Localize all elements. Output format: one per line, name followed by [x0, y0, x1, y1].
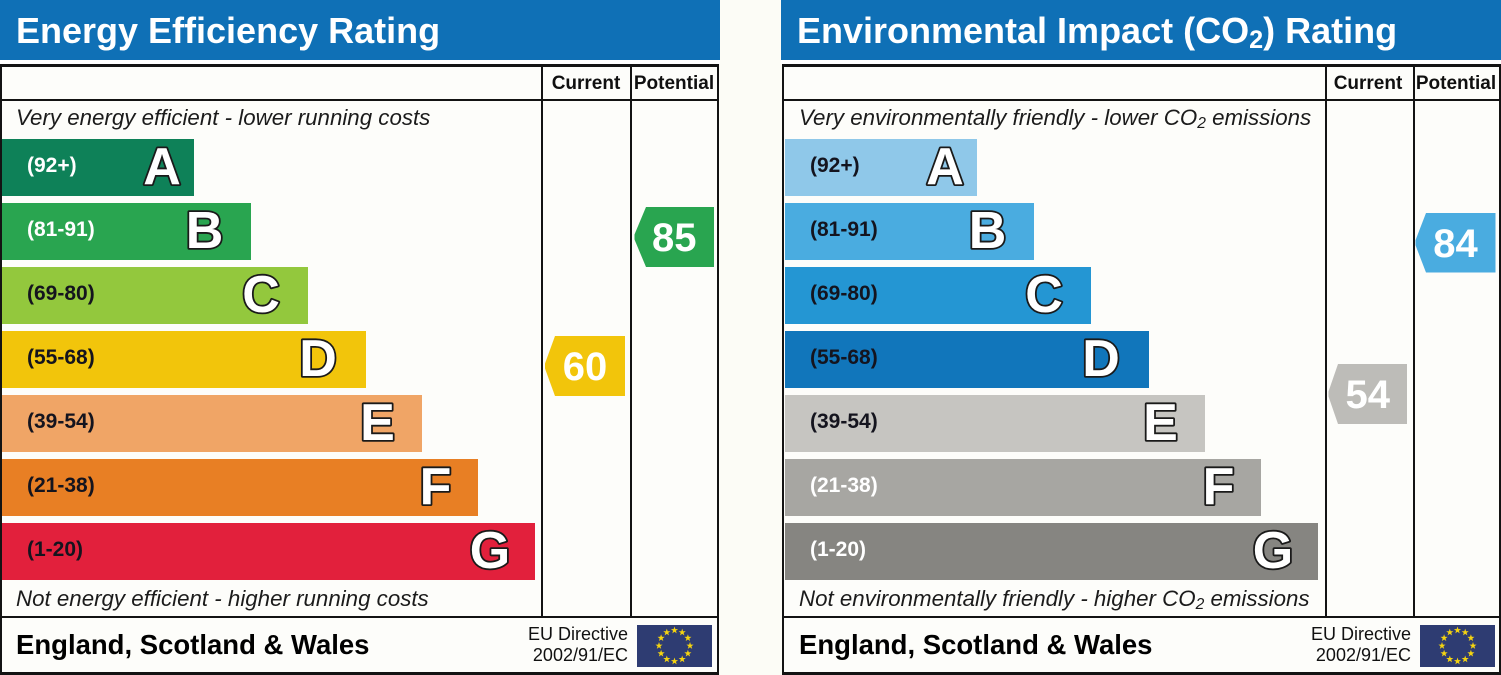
- svg-text:54: 54: [1346, 373, 1391, 417]
- svg-text:C: C: [1025, 266, 1063, 324]
- svg-text:B: B: [186, 202, 224, 260]
- svg-text:E: E: [360, 394, 395, 452]
- svg-text:D: D: [299, 330, 337, 388]
- svg-text:D: D: [1082, 330, 1120, 388]
- svg-text:C: C: [242, 266, 280, 324]
- svg-text:G: G: [470, 522, 510, 580]
- svg-text:E: E: [1143, 394, 1178, 452]
- svg-text:A: A: [143, 138, 181, 196]
- svg-text:84: 84: [1433, 222, 1478, 266]
- svg-text:A: A: [926, 138, 964, 196]
- svg-text:60: 60: [563, 345, 608, 389]
- svg-text:B: B: [969, 202, 1007, 260]
- svg-text:85: 85: [652, 216, 697, 260]
- svg-text:F: F: [1203, 458, 1235, 516]
- svg-text:G: G: [1253, 522, 1293, 580]
- svg-text:F: F: [420, 458, 452, 516]
